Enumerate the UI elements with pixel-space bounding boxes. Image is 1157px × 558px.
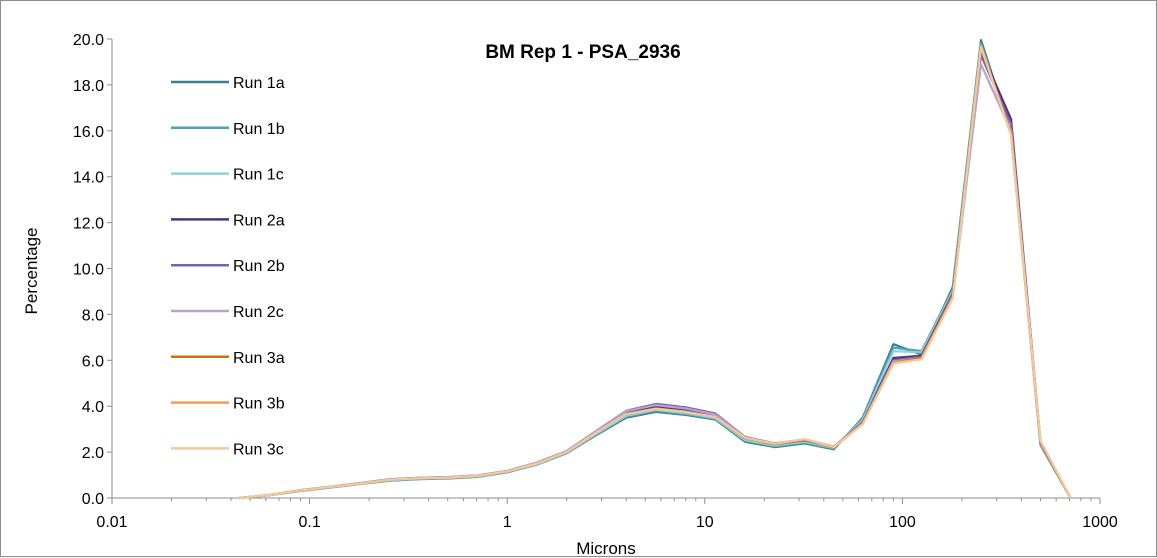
x-tick-label: 10 (696, 514, 714, 531)
legend-label: Run 3a (233, 350, 285, 367)
series-line-run-2c (239, 64, 1071, 498)
y-tick-label: 16.0 (73, 124, 104, 141)
x-axis-title: Microns (576, 539, 636, 558)
legend-label: Run 1a (233, 75, 285, 92)
x-tick-label: 0.01 (96, 514, 127, 531)
y-tick-label: 14.0 (73, 170, 104, 187)
series-line-run-3c (239, 47, 1071, 498)
legend: Run 1a Run 1b Run 1c Run 2a Run 2b Run 2c Run … (171, 75, 285, 458)
series-line-run-1c (239, 46, 1071, 498)
y-ticks: 0.0 2.0 4.0 6.0 8.0 10.0 12.0 14.0 16.0 18.0 20.0 (73, 32, 112, 508)
chart-title: BM Rep 1 - PSA_2936 (485, 42, 680, 63)
y-tick-label: 8.0 (82, 307, 104, 324)
y-tick-label: 6.0 (82, 353, 104, 370)
series-line-run-2a (239, 51, 1071, 499)
x-tick-label: 1000 (1082, 514, 1118, 531)
x-ticks: 0.01 0.1 1 10 100 1000 (96, 498, 1117, 531)
y-tick-label: 12.0 (73, 216, 104, 233)
series-line-run-1b (239, 44, 1071, 498)
series-lines (239, 40, 1071, 498)
y-tick-label: 0.0 (82, 491, 104, 508)
series-line-run-2b (239, 55, 1071, 498)
y-tick-label: 20.0 (73, 32, 104, 49)
x-tick-label: 1 (503, 514, 512, 531)
legend-label: Run 1b (233, 121, 285, 138)
series-line-run-3a (239, 48, 1071, 498)
y-axis-title: Percentage (22, 228, 41, 315)
legend-label: Run 2a (233, 212, 285, 229)
series-line-run-3b (239, 46, 1071, 498)
y-tick-label: 18.0 (73, 78, 104, 95)
y-tick-label: 2.0 (82, 445, 104, 462)
legend-label: Run 2b (233, 258, 285, 275)
y-tick-label: 4.0 (82, 399, 104, 416)
x-tick-label: 100 (889, 514, 916, 531)
legend-label: Run 3c (233, 441, 284, 458)
legend-label: Run 2c (233, 304, 284, 321)
series-line-run-1a (239, 40, 1071, 498)
legend-label: Run 3b (233, 396, 285, 413)
y-tick-label: 10.0 (73, 262, 104, 279)
x-tick-label: 0.1 (298, 514, 320, 531)
legend-label: Run 1c (233, 167, 284, 184)
